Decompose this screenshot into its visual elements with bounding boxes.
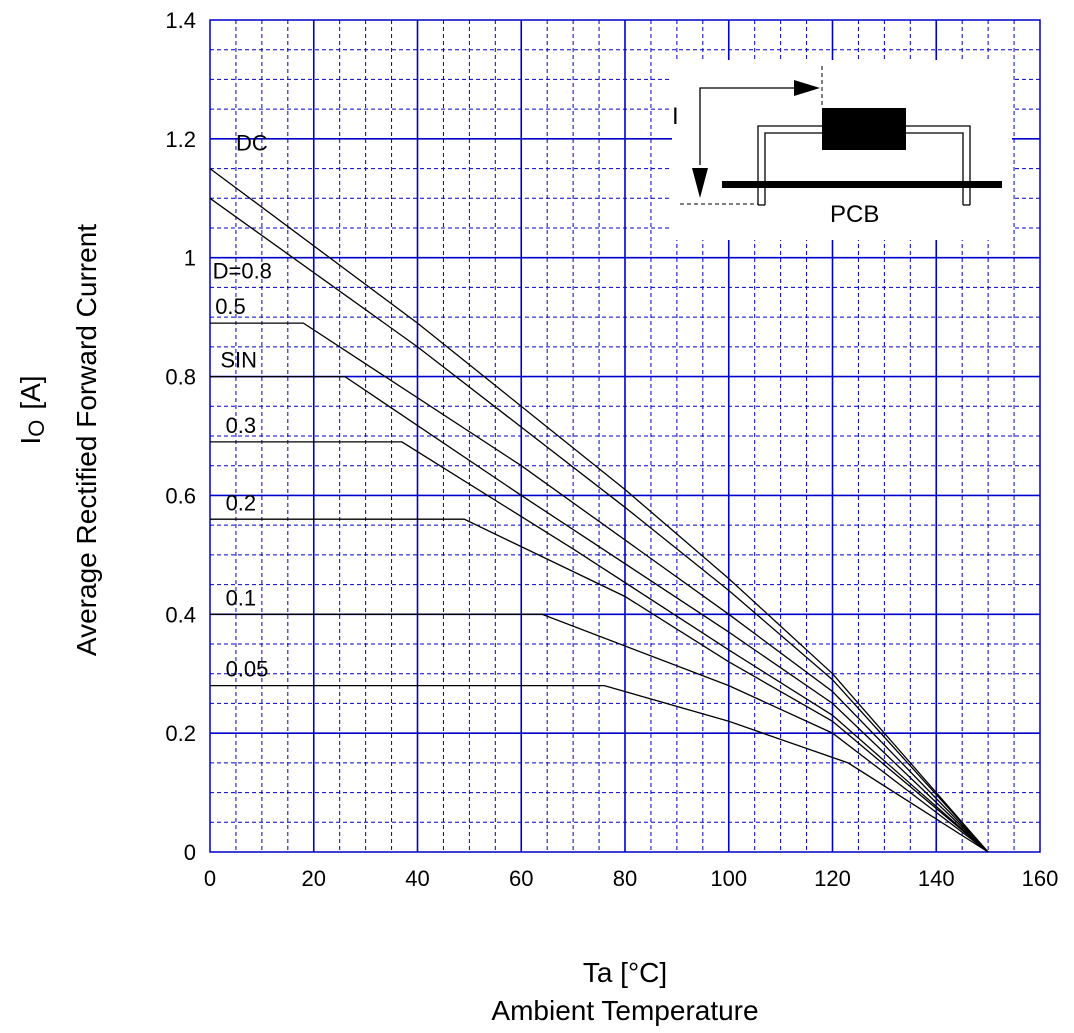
x-tick-label: 140 <box>918 866 955 891</box>
pcb-label: PCB <box>830 201 879 228</box>
series-line <box>210 518 989 853</box>
major-grid <box>210 20 1040 852</box>
series-line <box>209 168 989 853</box>
x-axis-symbol: Ta [°C] <box>583 957 667 988</box>
pcb-board <box>722 181 1002 188</box>
series-line <box>209 197 989 853</box>
series-line <box>210 322 989 853</box>
x-tick-label: 100 <box>710 866 747 891</box>
pcb-mounting-diagram: I PCB <box>672 60 1012 240</box>
current-arrow-right-head <box>794 80 820 96</box>
x-tick-label: 120 <box>814 866 851 891</box>
x-tick-label: 40 <box>405 866 429 891</box>
y-tick-label: 0.6 <box>165 483 196 508</box>
curve-label: 0.1 <box>226 585 257 610</box>
y-axis-symbol-subscript: O <box>24 420 49 437</box>
series-line <box>210 684 989 853</box>
x-axis-title: Ambient Temperature <box>491 995 758 1026</box>
diode-body <box>822 108 906 150</box>
y-tick-label: 0.8 <box>165 365 196 390</box>
current-arrow-top-line <box>699 87 800 165</box>
series-line <box>210 613 989 853</box>
curve-labels: DC D=0.8 0.5 SIN 0.3 0.2 0.1 0.05 <box>213 131 272 682</box>
y-tick-label: 0 <box>184 840 196 865</box>
curve-label: D=0.8 <box>213 259 272 284</box>
curve-label: 0.2 <box>226 490 257 515</box>
y-tick-label: 1.4 <box>165 8 196 33</box>
curves <box>209 168 989 853</box>
current-arrow-down-head <box>692 168 708 198</box>
series-line <box>210 375 989 853</box>
y-axis-symbol: IO [A] <box>15 375 49 444</box>
curve-label: 0.3 <box>226 413 257 438</box>
curve-label: SIN <box>220 348 257 373</box>
lead-right-outer <box>906 125 971 205</box>
x-tick-label: 160 <box>1022 866 1059 891</box>
x-tick-label: 20 <box>302 866 326 891</box>
curve-label: 0.05 <box>226 657 269 682</box>
curve-label: DC <box>236 131 268 156</box>
current-label: I <box>672 103 679 130</box>
y-tick-label: 0.2 <box>165 721 196 746</box>
x-tick-labels: 0 20 40 60 80 100 120 140 160 <box>204 866 1058 891</box>
curve-label: 0.5 <box>215 294 246 319</box>
y-axis-symbol-main: I <box>15 437 46 445</box>
series-line <box>210 441 989 853</box>
y-axis-symbol-unit: [A] <box>15 375 46 409</box>
y-tick-label: 0.4 <box>165 602 196 627</box>
x-tick-label: 0 <box>204 866 216 891</box>
y-tick-label: 1.2 <box>165 127 196 152</box>
y-tick-labels: 0 0.2 0.4 0.6 0.8 1 1.2 1.4 <box>165 8 196 865</box>
y-axis-title: Average Rectified Forward Current <box>71 224 102 656</box>
plot-frame <box>209 19 1041 853</box>
y-tick-label: 1 <box>184 246 196 271</box>
x-tick-label: 60 <box>509 866 533 891</box>
lead-left-outer <box>757 125 822 205</box>
x-tick-label: 80 <box>613 866 637 891</box>
